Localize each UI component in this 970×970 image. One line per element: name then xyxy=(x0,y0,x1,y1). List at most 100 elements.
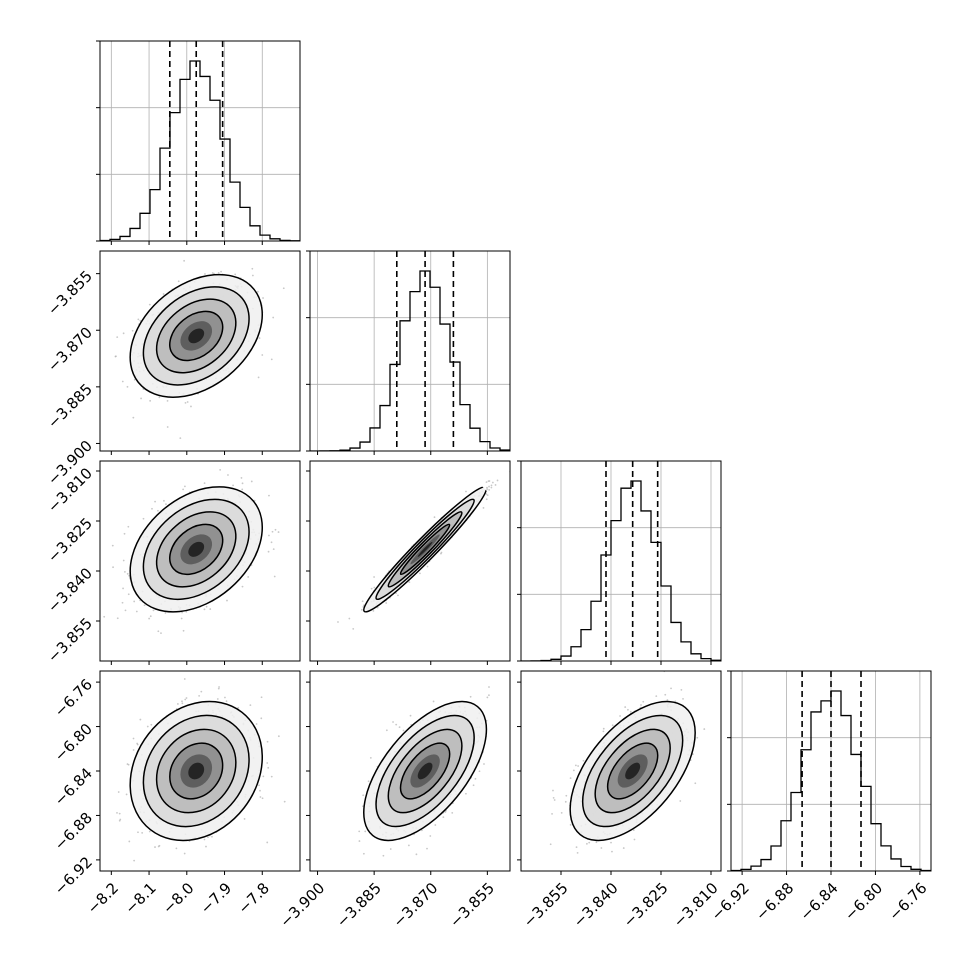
scatter-point xyxy=(203,482,206,485)
scatter-point xyxy=(211,272,214,274)
scatter-point xyxy=(267,550,270,553)
histogram-2 xyxy=(521,480,721,661)
scatter-point xyxy=(240,477,243,479)
scatter-point xyxy=(136,742,139,745)
scatter-point xyxy=(496,479,499,482)
scatter-point xyxy=(385,602,388,604)
panel-3-2 xyxy=(517,670,722,875)
scatter-point xyxy=(184,698,187,701)
contour-0 xyxy=(129,273,264,398)
scatter-point xyxy=(247,576,250,578)
scatter-point xyxy=(225,700,228,703)
contour-3 xyxy=(169,742,224,800)
scatter-point xyxy=(440,552,442,555)
scatter-point xyxy=(166,426,169,428)
contour-1 xyxy=(375,714,475,828)
scatter-point xyxy=(389,848,392,850)
scatter-point xyxy=(261,797,264,800)
contour-1 xyxy=(375,498,475,601)
scatter-point xyxy=(182,488,185,491)
scatter-point xyxy=(203,838,206,841)
scatter-point xyxy=(249,704,252,707)
scatter-point xyxy=(124,609,127,612)
contour-3 xyxy=(399,523,451,576)
scatter-point xyxy=(116,811,118,814)
scatter-point xyxy=(364,830,367,833)
scatter-point xyxy=(205,605,208,608)
contour-2 xyxy=(387,728,463,814)
scatter-point xyxy=(485,481,488,484)
scatter-point xyxy=(152,609,155,612)
scatter-point xyxy=(486,486,488,489)
scatter-point xyxy=(433,516,436,519)
scatter-point xyxy=(157,630,160,633)
scatter-point xyxy=(121,601,124,604)
scatter-point xyxy=(234,273,237,276)
scatter-point xyxy=(679,800,682,802)
scatter-point xyxy=(397,594,399,597)
scatter-point xyxy=(211,835,213,838)
scatter-point xyxy=(133,378,136,381)
contour-0 xyxy=(129,700,264,842)
panel-frame xyxy=(99,250,301,452)
scatter-point xyxy=(564,800,567,803)
scatter-point xyxy=(241,482,244,485)
contour-1 xyxy=(142,286,250,386)
scatter-point xyxy=(143,604,146,607)
scatter-point xyxy=(132,416,135,419)
scatter-point xyxy=(175,847,178,850)
scatter-point xyxy=(426,565,429,568)
scatter-point xyxy=(251,274,254,277)
scatter-point xyxy=(367,780,370,783)
scatter-point xyxy=(232,484,234,487)
scatter-point xyxy=(137,831,139,834)
panel-2-1 xyxy=(306,460,511,665)
scatter-point xyxy=(250,480,253,483)
scatter-point xyxy=(142,517,145,520)
scatter-point xyxy=(216,698,219,700)
scatter-point xyxy=(117,791,120,793)
scatter-point xyxy=(127,593,130,596)
scatter-point xyxy=(494,484,497,486)
contour-1 xyxy=(142,498,250,601)
scatter-point xyxy=(219,468,222,471)
scatter-point xyxy=(158,396,161,399)
scatter-point xyxy=(166,399,169,402)
scatter-point xyxy=(488,485,490,488)
scatter-point xyxy=(128,840,131,843)
panel-frame xyxy=(309,250,511,452)
density-level-5 xyxy=(417,541,433,557)
scatter-point xyxy=(148,830,151,833)
scatter-point xyxy=(162,293,165,295)
contour-0 xyxy=(363,700,488,842)
scatter-point xyxy=(220,270,222,273)
scatter-point xyxy=(358,830,361,833)
contour-0 xyxy=(129,486,264,613)
panel-1-0 xyxy=(96,250,301,455)
scatter-point xyxy=(337,621,339,623)
scatter-point xyxy=(237,706,240,709)
scatter-point xyxy=(122,559,125,562)
scatter-point xyxy=(183,259,186,262)
scatter-point xyxy=(611,850,613,853)
scatter-point xyxy=(121,380,124,383)
scatter-point xyxy=(624,706,627,708)
scatter-point xyxy=(576,851,579,854)
scatter-point xyxy=(486,494,489,497)
contour-3 xyxy=(399,742,451,800)
scatter-point xyxy=(487,480,490,483)
scatter-point xyxy=(257,290,259,293)
scatter-point xyxy=(434,824,437,826)
panel-2-0 xyxy=(96,460,301,665)
scatter-point xyxy=(122,332,125,335)
scatter-point xyxy=(488,489,491,491)
scatter-point xyxy=(469,695,472,698)
scatter-point xyxy=(352,627,355,630)
scatter-point xyxy=(362,852,365,855)
scatter-point xyxy=(133,600,136,603)
scatter-point xyxy=(116,617,119,620)
scatter-point xyxy=(150,723,153,726)
scatter-point xyxy=(111,544,114,547)
scatter-point xyxy=(131,329,134,332)
